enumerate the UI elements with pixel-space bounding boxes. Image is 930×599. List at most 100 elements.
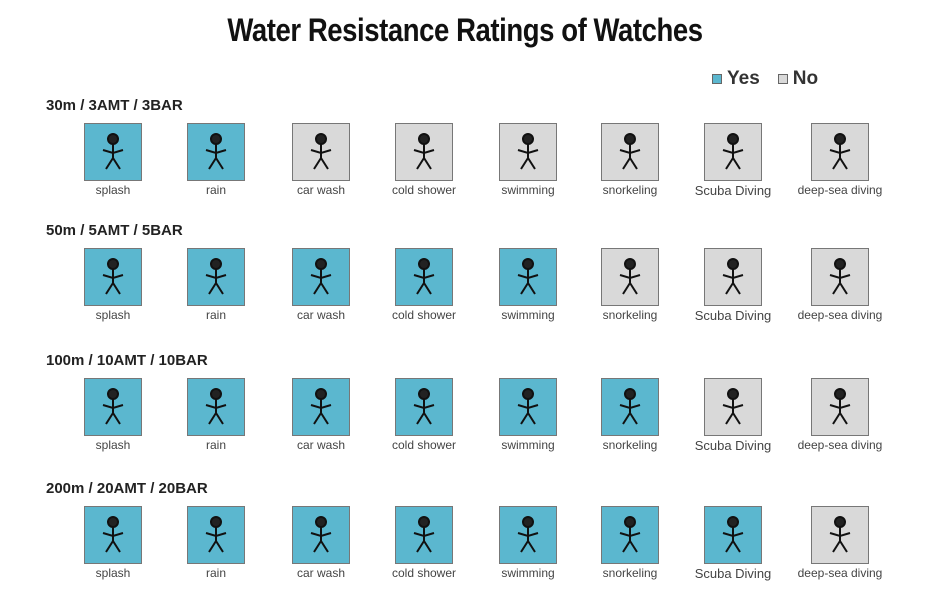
- cell-snorkeling: snorkeling: [578, 123, 682, 197]
- cell-rain: rain: [164, 123, 268, 197]
- activity-label: splash: [95, 308, 131, 322]
- activity-label: snorkeling: [602, 438, 658, 452]
- legend-yes-label: Yes: [727, 68, 760, 89]
- cold-shower-icon: [395, 123, 453, 181]
- rating-label: 200m / 20AMT / 20BAR: [46, 480, 208, 497]
- cell-car-wash: car wash: [269, 506, 373, 580]
- cell-swimming: swimming: [476, 248, 580, 322]
- legend-no-label: No: [792, 68, 819, 89]
- page-title: Water Resistance Ratings of Watches: [227, 12, 703, 48]
- scuba-diving-icon: [704, 506, 762, 564]
- snorkeling-icon: [601, 248, 659, 306]
- activity-label: cold shower: [391, 183, 457, 197]
- activity-label: rain: [205, 183, 226, 197]
- cell-deep-sea-diving: deep-sea diving: [788, 123, 892, 197]
- cell-cold-shower: cold shower: [372, 378, 476, 452]
- snorkeling-icon: [601, 378, 659, 436]
- activity-label: swimming: [501, 438, 555, 452]
- cell-rain: rain: [164, 378, 268, 452]
- activity-label: deep-sea diving: [797, 308, 883, 322]
- cell-splash: splash: [61, 506, 165, 580]
- activity-label: car wash: [296, 566, 346, 580]
- activity-label: Scuba Diving: [694, 566, 772, 581]
- deep-sea-diving-icon: [811, 506, 869, 564]
- yes-swatch: [712, 74, 722, 84]
- cell-scuba-diving: Scuba Diving: [681, 378, 785, 453]
- swimming-icon: [499, 378, 557, 436]
- cell-scuba-diving: Scuba Diving: [681, 248, 785, 323]
- car-wash-icon: [292, 378, 350, 436]
- cell-splash: splash: [61, 123, 165, 197]
- swimming-icon: [499, 123, 557, 181]
- cell-swimming: swimming: [476, 506, 580, 580]
- activity-label: deep-sea diving: [797, 183, 883, 197]
- splash-icon: [84, 123, 142, 181]
- cell-splash: splash: [61, 248, 165, 322]
- cell-deep-sea-diving: deep-sea diving: [788, 378, 892, 452]
- cold-shower-icon: [395, 378, 453, 436]
- scuba-diving-icon: [704, 378, 762, 436]
- activity-label: deep-sea diving: [797, 438, 883, 452]
- activity-label: rain: [205, 308, 226, 322]
- activity-label: snorkeling: [602, 183, 658, 197]
- activity-label: Scuba Diving: [694, 308, 772, 323]
- activity-label: Scuba Diving: [694, 183, 772, 198]
- activity-label: car wash: [296, 308, 346, 322]
- activity-label: snorkeling: [602, 308, 658, 322]
- deep-sea-diving-icon: [811, 378, 869, 436]
- splash-icon: [84, 248, 142, 306]
- snorkeling-icon: [601, 506, 659, 564]
- cell-snorkeling: snorkeling: [578, 506, 682, 580]
- cell-scuba-diving: Scuba Diving: [681, 506, 785, 581]
- cell-cold-shower: cold shower: [372, 506, 476, 580]
- deep-sea-diving-icon: [811, 123, 869, 181]
- swimming-icon: [499, 506, 557, 564]
- cell-car-wash: car wash: [269, 248, 373, 322]
- activity-label: cold shower: [391, 438, 457, 452]
- cell-car-wash: car wash: [269, 123, 373, 197]
- rain-icon: [187, 123, 245, 181]
- car-wash-icon: [292, 123, 350, 181]
- activity-label: rain: [205, 438, 226, 452]
- cold-shower-icon: [395, 248, 453, 306]
- scuba-diving-icon: [704, 248, 762, 306]
- activity-label: swimming: [501, 308, 555, 322]
- cell-rain: rain: [164, 248, 268, 322]
- cell-car-wash: car wash: [269, 378, 373, 452]
- activity-label: splash: [95, 566, 131, 580]
- activity-label: cold shower: [391, 566, 457, 580]
- rain-icon: [187, 506, 245, 564]
- swimming-icon: [499, 248, 557, 306]
- activity-label: deep-sea diving: [797, 566, 883, 580]
- cell-deep-sea-diving: deep-sea diving: [788, 248, 892, 322]
- rating-label: 30m / 3AMT / 3BAR: [46, 97, 183, 114]
- activity-label: snorkeling: [602, 566, 658, 580]
- cell-swimming: swimming: [476, 123, 580, 197]
- deep-sea-diving-icon: [811, 248, 869, 306]
- activity-label: Scuba Diving: [694, 438, 772, 453]
- scuba-diving-icon: [704, 123, 762, 181]
- rain-icon: [187, 378, 245, 436]
- cell-splash: splash: [61, 378, 165, 452]
- rating-label: 100m / 10AMT / 10BAR: [46, 352, 208, 369]
- activity-label: splash: [95, 438, 131, 452]
- cell-snorkeling: snorkeling: [578, 378, 682, 452]
- activity-label: swimming: [501, 183, 555, 197]
- activity-label: rain: [205, 566, 226, 580]
- legend: Yes No: [712, 68, 818, 90]
- splash-icon: [84, 506, 142, 564]
- cell-rain: rain: [164, 506, 268, 580]
- no-swatch: [777, 74, 788, 84]
- cell-cold-shower: cold shower: [372, 123, 476, 197]
- cell-deep-sea-diving: deep-sea diving: [788, 506, 892, 580]
- activity-label: car wash: [296, 183, 346, 197]
- cold-shower-icon: [395, 506, 453, 564]
- cell-snorkeling: snorkeling: [578, 248, 682, 322]
- cell-swimming: swimming: [476, 378, 580, 452]
- splash-icon: [84, 378, 142, 436]
- activity-label: cold shower: [391, 308, 457, 322]
- snorkeling-icon: [601, 123, 659, 181]
- cell-scuba-diving: Scuba Diving: [681, 123, 785, 198]
- rating-label: 50m / 5AMT / 5BAR: [46, 222, 183, 239]
